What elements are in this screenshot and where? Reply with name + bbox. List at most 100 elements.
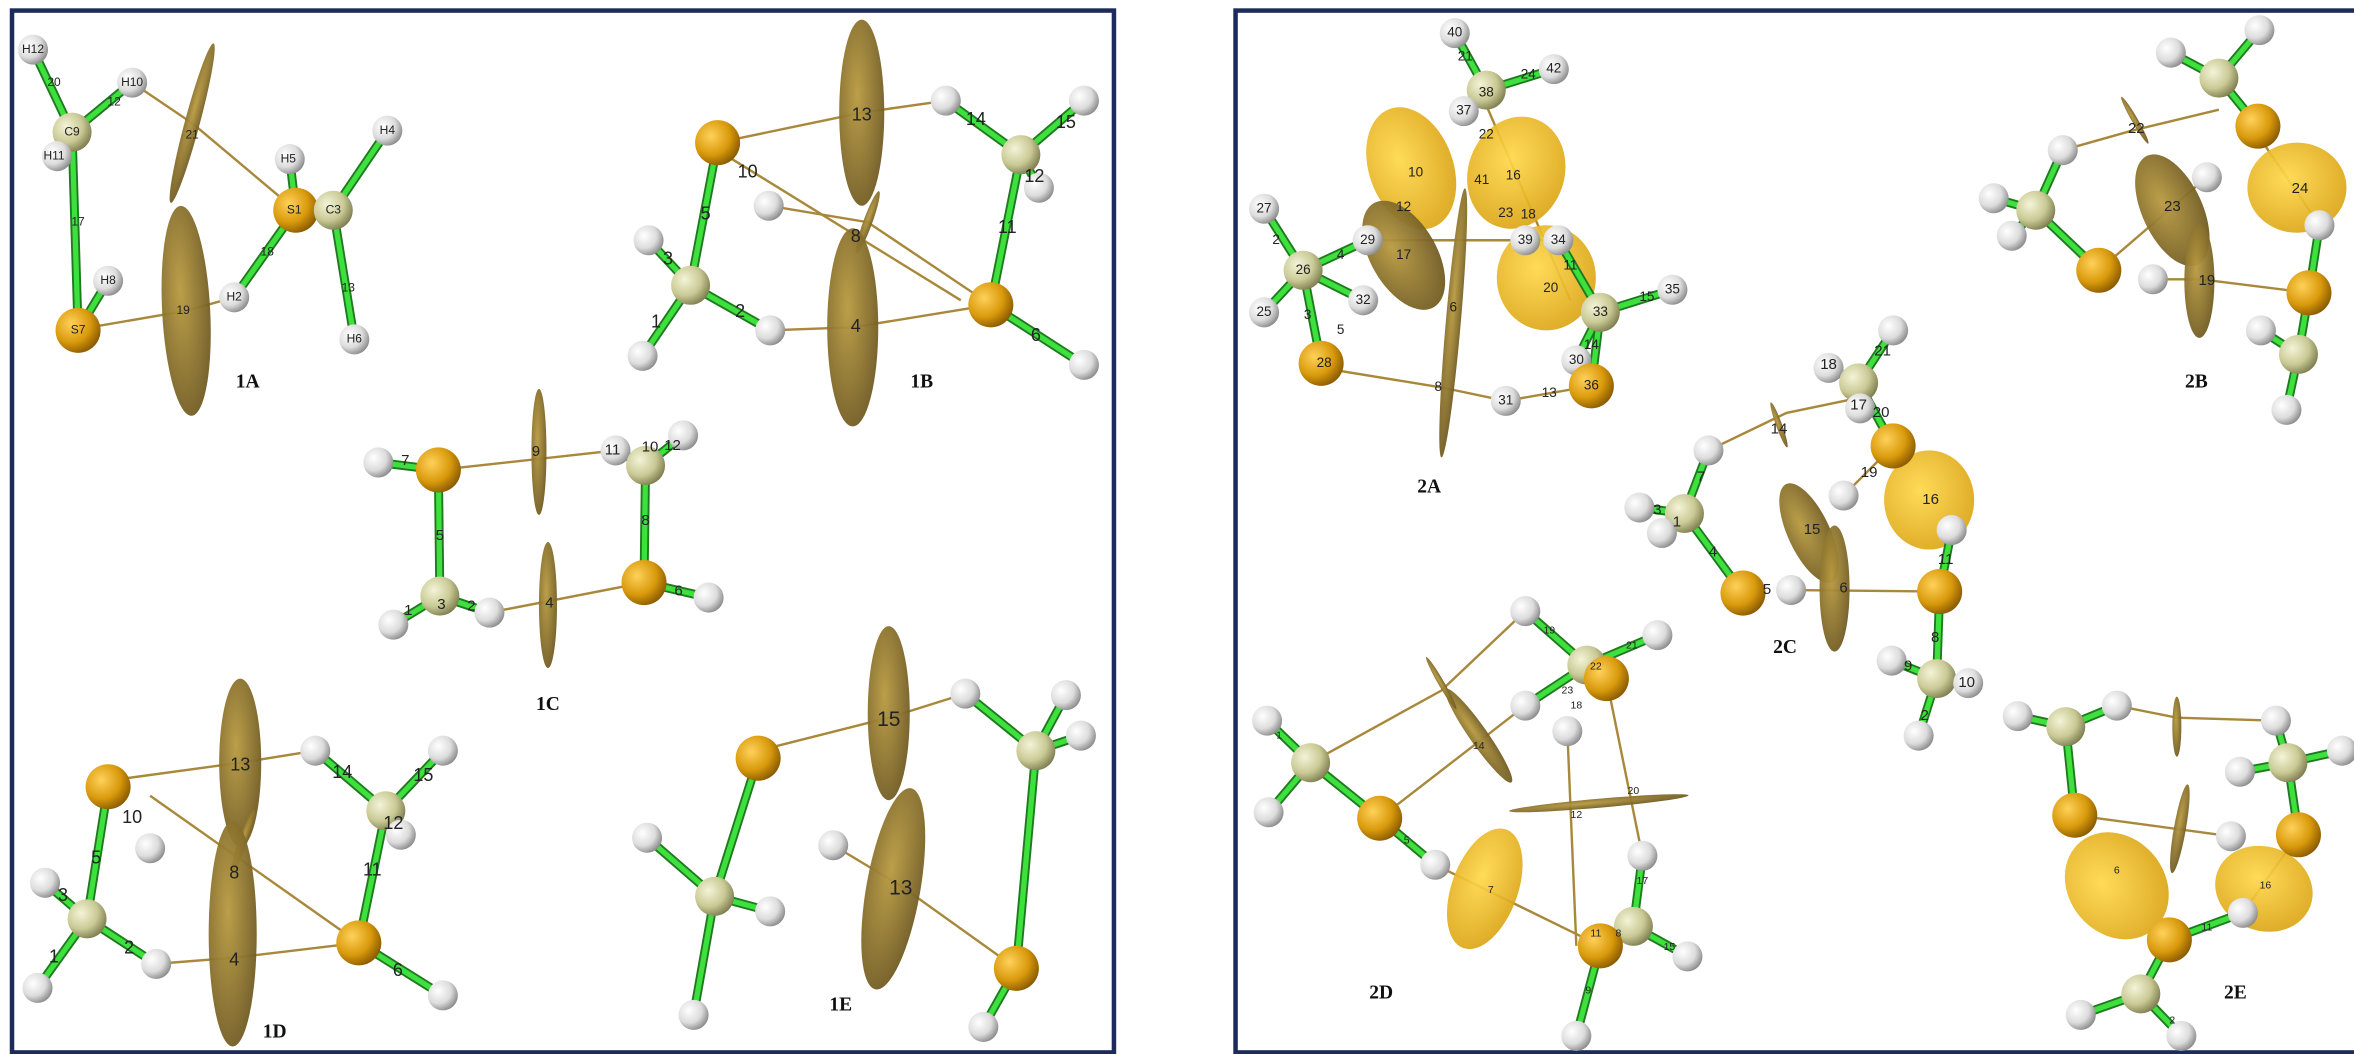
- atom: [622, 560, 667, 605]
- atom-label: 8: [641, 512, 649, 529]
- atom-label: 12: [383, 813, 403, 833]
- atom: [1510, 691, 1540, 721]
- atom-label: 14: [1771, 420, 1788, 437]
- atom: [1254, 797, 1284, 827]
- atom: [694, 583, 724, 613]
- atom: [1051, 680, 1081, 710]
- atom-label: 29: [1360, 232, 1375, 247]
- atom-label: H8: [100, 273, 116, 287]
- atom-label: 1: [404, 602, 412, 619]
- atom-label: 26: [1296, 262, 1311, 277]
- atom: [1693, 435, 1723, 465]
- atom: [86, 764, 131, 809]
- atom: [363, 447, 393, 477]
- atom-label: H4: [380, 123, 396, 137]
- atom-label: C9: [64, 124, 80, 138]
- atom-label: C3: [326, 202, 342, 216]
- atom-label: 35: [1665, 281, 1680, 296]
- atom-label: 5: [91, 848, 101, 868]
- atom-label: 11: [2201, 922, 2212, 934]
- atom: [632, 823, 662, 853]
- atom: [1672, 941, 1702, 971]
- atom: [968, 282, 1013, 327]
- atom: [2066, 1000, 2096, 1030]
- atom: [1561, 1021, 1591, 1051]
- atom-label: 18: [1570, 699, 1582, 711]
- atom-label: 19: [176, 303, 190, 317]
- atom-label: 23: [1561, 684, 1573, 696]
- atom-label: 21: [185, 127, 199, 141]
- panel-label: 1E: [829, 994, 852, 1015]
- atom-label: 6: [2114, 865, 2120, 877]
- atom: [1420, 850, 1450, 880]
- atom: [818, 830, 848, 860]
- atom-label: 2: [1272, 232, 1280, 247]
- atom: [2268, 743, 2307, 782]
- atom: [2138, 264, 2168, 294]
- atom: [141, 949, 171, 979]
- atom-label: 5: [701, 203, 711, 223]
- atom: [1291, 743, 1330, 782]
- atom: [300, 736, 330, 766]
- atom-label: 7: [401, 452, 409, 469]
- atom-label: 4: [1337, 247, 1345, 262]
- atom-label: S1: [287, 202, 302, 216]
- atom-label: 18: [261, 244, 275, 258]
- atom-label: 1: [651, 312, 661, 332]
- atom: [994, 946, 1039, 991]
- atom-label: 23: [2164, 198, 2181, 215]
- atom: [2271, 395, 2301, 425]
- atom: [1776, 575, 1806, 605]
- atom: [755, 896, 785, 926]
- atom-label: 39: [1518, 232, 1533, 247]
- atom: [628, 341, 658, 371]
- atom-label: 3: [663, 249, 673, 269]
- atom: [931, 86, 961, 116]
- atom-label: H6: [347, 332, 363, 346]
- atom-label: 6: [1031, 325, 1041, 345]
- atom-label: 21: [1626, 639, 1638, 651]
- atom-label: 22: [1479, 127, 1494, 142]
- atom-label: H5: [281, 151, 297, 165]
- panel-label: 1B: [910, 371, 933, 392]
- atom-label: 41: [1474, 172, 1489, 187]
- atom-label: 28: [1317, 355, 1332, 370]
- atom-label: 1: [1673, 513, 1681, 530]
- atom-label: H12: [22, 42, 44, 56]
- atom: [679, 1000, 709, 1030]
- atom: [2225, 757, 2255, 787]
- panel-label: 2B: [2185, 371, 2208, 392]
- atom-label: 19: [1861, 464, 1878, 481]
- atom-label: 2: [2169, 1015, 2175, 1027]
- atom-label: 17: [1850, 396, 1867, 413]
- atom-label: 37: [1456, 103, 1471, 118]
- atom: [1357, 796, 1402, 841]
- atom: [1720, 571, 1765, 616]
- atom: [1878, 315, 1908, 345]
- atom-label: 14: [1473, 740, 1485, 752]
- atom-label: 15: [1804, 521, 1821, 538]
- atom: [950, 679, 980, 709]
- atom-label: 10: [1408, 164, 1423, 179]
- atom: [428, 736, 458, 766]
- atom-label: H10: [121, 75, 143, 89]
- atom: [1552, 716, 1582, 746]
- atom-label: 12: [107, 94, 121, 108]
- atom: [2216, 821, 2246, 851]
- panel-label: 1C: [536, 694, 560, 715]
- atom-label: 8: [1615, 928, 1621, 940]
- atom-label: 5: [1404, 835, 1410, 847]
- atom-label: 8: [229, 863, 239, 883]
- atom-label: 20: [1628, 785, 1640, 797]
- atom-label: 11: [1563, 257, 1577, 272]
- atom-label: 16: [1506, 167, 1521, 182]
- atom-label: 2: [467, 598, 475, 615]
- atom: [1642, 620, 1672, 650]
- atom-label: 31: [1498, 392, 1513, 407]
- panel-label: 2E: [2224, 982, 2247, 1003]
- atom-label: 15: [1639, 289, 1654, 304]
- atom-label: 12: [1396, 199, 1411, 214]
- atom-label: 11: [605, 441, 621, 458]
- atom: [474, 598, 504, 628]
- atom-label: 4: [545, 595, 553, 612]
